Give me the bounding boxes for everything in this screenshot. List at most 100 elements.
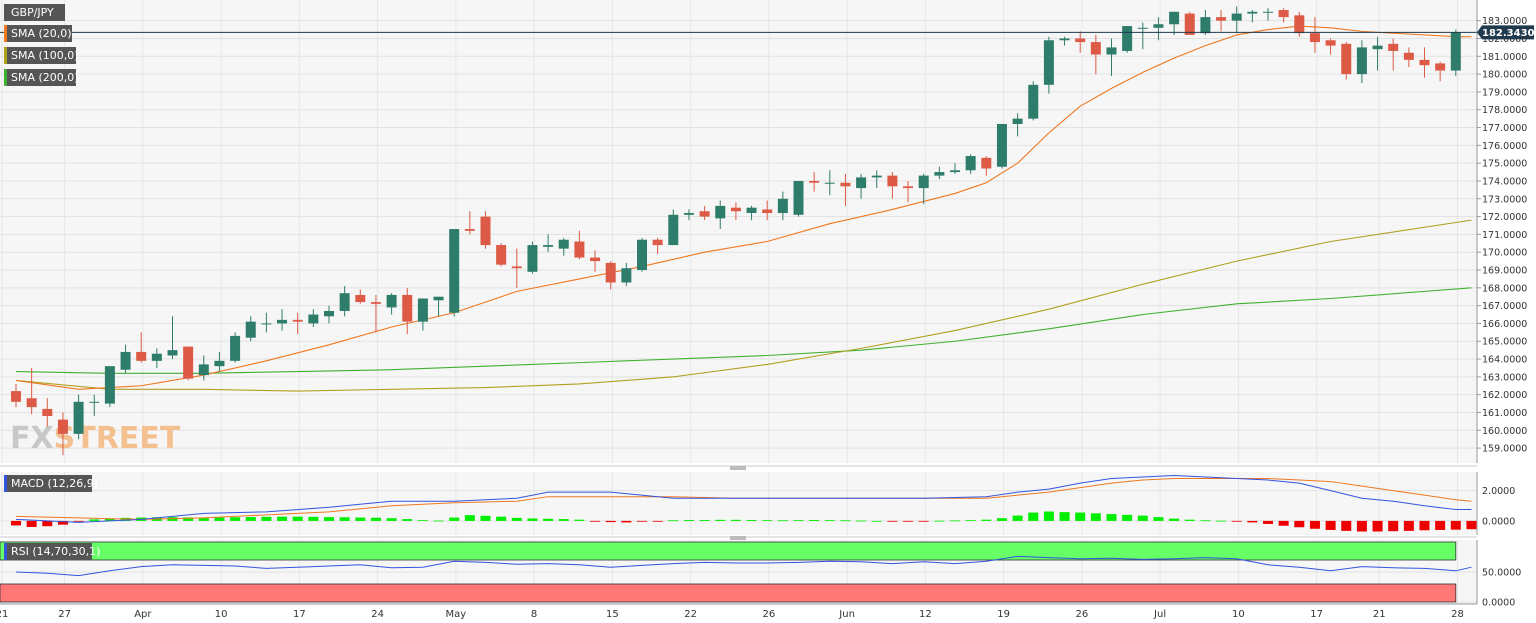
candle bbox=[386, 293, 397, 315]
macd-histogram-bar bbox=[1388, 520, 1399, 532]
candle bbox=[42, 398, 53, 427]
candle-body bbox=[1388, 43, 1399, 51]
candle-body bbox=[277, 319, 288, 324]
price-tick-label: 176.0000 bbox=[1482, 141, 1527, 152]
macd-histogram-bar bbox=[1325, 520, 1336, 530]
candle bbox=[214, 351, 225, 372]
candle bbox=[151, 348, 162, 368]
rsi-overbought-zone bbox=[0, 541, 1457, 561]
candle-body bbox=[996, 123, 1007, 167]
macd-histogram-bar bbox=[1309, 520, 1320, 529]
candle bbox=[1090, 34, 1101, 75]
candle bbox=[183, 346, 194, 381]
candle-body bbox=[120, 351, 131, 370]
candle-body bbox=[730, 207, 741, 212]
macd-histogram-bar bbox=[1059, 512, 1070, 521]
macd-line bbox=[15, 475, 1472, 523]
macd-histogram-bar bbox=[824, 520, 835, 521]
candle bbox=[652, 237, 663, 254]
macd-histogram-bar bbox=[1122, 514, 1133, 521]
legend-sma-100[interactable]: SMA (100,0) bbox=[4, 47, 79, 64]
candle-body bbox=[339, 293, 350, 311]
macd-histogram-bar bbox=[871, 520, 882, 522]
candle-body bbox=[1325, 40, 1336, 46]
price-tick-label: 174.0000 bbox=[1482, 176, 1527, 187]
candle-body bbox=[652, 239, 663, 246]
price-gridlines bbox=[0, 0, 1477, 463]
sma-lines bbox=[15, 25, 1472, 392]
candle bbox=[527, 241, 538, 274]
macd-histogram-bar bbox=[57, 520, 68, 525]
candle bbox=[11, 383, 21, 408]
candle bbox=[339, 286, 350, 317]
sma-100-line bbox=[15, 219, 1472, 392]
candle bbox=[809, 172, 820, 192]
candle bbox=[136, 332, 147, 363]
candle bbox=[402, 287, 413, 335]
macd-histogram-bar bbox=[1043, 511, 1054, 521]
legend-rsi[interactable]: RSI (14,70,30,1) bbox=[4, 543, 100, 560]
macd-histogram-bar bbox=[1200, 520, 1211, 522]
panel-resize-handle[interactable] bbox=[730, 536, 746, 540]
candle bbox=[1043, 36, 1054, 94]
legend-symbol[interactable]: GBP/JPY bbox=[4, 4, 65, 21]
candle bbox=[496, 243, 507, 267]
time-tick-label: 15 bbox=[606, 609, 619, 620]
rsi-oversold-zone bbox=[0, 583, 1457, 603]
macd-histogram-bar bbox=[386, 518, 397, 521]
time-tick-label: 21 bbox=[0, 609, 8, 620]
macd-histogram-bar bbox=[793, 520, 804, 521]
candle bbox=[699, 205, 710, 221]
candle bbox=[668, 209, 679, 246]
legend-macd[interactable]: MACD (12,26,9) bbox=[4, 475, 98, 492]
candle-body bbox=[777, 198, 788, 214]
panel-resize-handle[interactable] bbox=[730, 466, 746, 470]
candle-body bbox=[1419, 59, 1430, 66]
macd-histogram-bar bbox=[918, 520, 929, 522]
macd-histogram-bar bbox=[464, 515, 475, 521]
rsi-label: RSI (14,70,30,1) bbox=[11, 545, 100, 558]
candle-body bbox=[871, 175, 882, 178]
candle-body bbox=[57, 419, 68, 434]
price-tick-label: 171.0000 bbox=[1482, 230, 1527, 241]
candle bbox=[918, 173, 929, 205]
legend-sma-200[interactable]: SMA (200,0) bbox=[4, 69, 79, 86]
macd-histogram-bar bbox=[277, 516, 288, 521]
price-tick-label: 178.0000 bbox=[1482, 105, 1527, 116]
candle bbox=[230, 332, 241, 363]
candle-body bbox=[324, 310, 334, 317]
macd-histogram-bar bbox=[1419, 520, 1430, 531]
time-tick-label: 8 bbox=[531, 609, 537, 620]
candle-body bbox=[950, 170, 960, 173]
candle-body bbox=[511, 266, 522, 269]
candle-body bbox=[167, 350, 178, 356]
candle bbox=[308, 309, 319, 327]
sma-200-label: SMA (200,0) bbox=[11, 71, 79, 84]
candle-body bbox=[151, 353, 162, 361]
legend-sma-20[interactable]: SMA (20,0) bbox=[4, 25, 72, 42]
macd-histogram-bar bbox=[1263, 520, 1273, 524]
candle-body bbox=[824, 182, 835, 184]
candle bbox=[417, 298, 428, 331]
macd-histogram-bar bbox=[339, 517, 350, 521]
candle bbox=[715, 200, 726, 230]
candle bbox=[1247, 10, 1258, 23]
macd-histogram-bar bbox=[1466, 520, 1477, 530]
candle-body bbox=[73, 401, 84, 434]
candle-body bbox=[1059, 38, 1070, 41]
macd-histogram-bar bbox=[417, 520, 428, 521]
last-price-value: 182.3430 bbox=[1482, 28, 1535, 39]
last-price-tag: 182.3430 bbox=[1477, 25, 1535, 40]
candle bbox=[824, 170, 835, 196]
macd-histogram-bar bbox=[230, 517, 241, 521]
candle-body bbox=[668, 214, 679, 246]
candle bbox=[104, 366, 115, 408]
macd-histogram-bar bbox=[402, 519, 413, 521]
candle-body bbox=[605, 262, 616, 283]
price-tick-label: 182.0000 bbox=[1482, 34, 1527, 45]
candle bbox=[1012, 113, 1023, 137]
candle bbox=[1294, 11, 1305, 37]
macd-histogram-bar bbox=[198, 517, 209, 521]
candle bbox=[1075, 31, 1086, 53]
candle-body bbox=[1278, 10, 1289, 18]
